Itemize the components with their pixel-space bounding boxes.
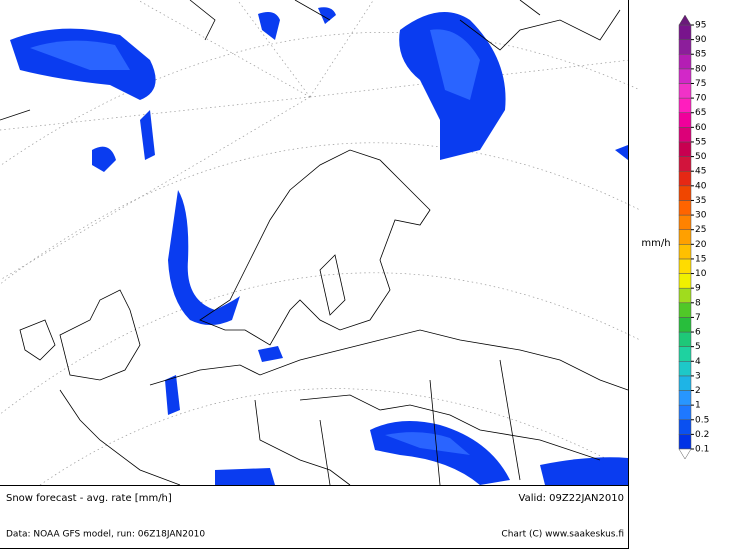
colorbar-segment xyxy=(678,214,692,230)
colorbar-segment xyxy=(678,170,692,187)
colorbar-label: 5 xyxy=(695,342,701,352)
colorbar-label: 25 xyxy=(695,225,706,235)
colorbar-label: 3 xyxy=(695,371,701,381)
colorbar-segment xyxy=(678,185,692,201)
footer-credit: Chart (C) www.saakeskus.fi xyxy=(501,530,624,540)
colorbar-segment xyxy=(678,39,692,55)
colorbar-segment xyxy=(678,434,692,450)
colorbar-segment xyxy=(678,390,692,406)
colorbar-segment xyxy=(678,68,692,84)
footer-source: Data: NOAA GFS model, run: 06Z18JAN2010 xyxy=(6,530,205,540)
colorbar-segment xyxy=(678,346,692,362)
colorbar-segment xyxy=(678,361,692,377)
colorbar-segment xyxy=(678,302,692,318)
colorbar-label: 0.1 xyxy=(695,445,709,455)
colorbar-label: 90 xyxy=(695,35,707,45)
colorbar-label: 0.2 xyxy=(695,430,709,440)
colorbar-over xyxy=(678,14,692,26)
colorbar-label: 8 xyxy=(695,298,701,308)
colorbar-label: 45 xyxy=(695,167,706,177)
coastlines xyxy=(0,0,629,486)
colorbar-label: 95 xyxy=(695,21,706,31)
colorbar-label: 10 xyxy=(695,269,707,279)
colorbar-segment xyxy=(678,200,692,216)
colorbar-segment xyxy=(678,419,692,435)
colorbar-segment xyxy=(678,404,692,421)
colorbar-label: 75 xyxy=(695,79,706,89)
colorbar-segment xyxy=(678,229,692,245)
colorbar-segment xyxy=(678,53,692,70)
colorbar-under xyxy=(678,448,692,460)
colorbar-label: 6 xyxy=(695,328,701,338)
colorbar-label: 9 xyxy=(695,284,701,294)
colorbar-label: 7 xyxy=(695,313,701,323)
colorbar-segment xyxy=(678,287,692,304)
graticule xyxy=(0,0,641,486)
colorbar-segment xyxy=(678,127,692,143)
colorbar-segment xyxy=(678,24,692,40)
colorbar-segment xyxy=(678,244,692,260)
colorbar-label: 15 xyxy=(695,254,706,264)
colorbar-segment xyxy=(678,141,692,157)
colorbar-label: 35 xyxy=(695,196,706,206)
colorbar-segment xyxy=(678,273,692,289)
map-area xyxy=(0,0,641,486)
colorbar-segment xyxy=(678,317,692,333)
colorbar-segment xyxy=(678,258,692,274)
colorbar-label: 60 xyxy=(695,123,707,133)
colorbar-segment xyxy=(678,83,692,99)
colorbar-label: 65 xyxy=(695,108,706,118)
footer-title: Snow forecast - avg. rate [mm/h] xyxy=(6,493,172,504)
colorbar-segment xyxy=(678,375,692,391)
colorbar-label: 55 xyxy=(695,137,706,147)
colorbar-label: 4 xyxy=(695,357,701,367)
colorbar: 0.10.20.51234567891015202530354045505560… xyxy=(678,14,709,460)
colorbar-label: 70 xyxy=(695,94,707,104)
colorbar-label: 2 xyxy=(695,386,701,396)
colorbar-label: 1 xyxy=(695,401,701,411)
colorbar-segment xyxy=(678,331,692,347)
colorbar-label: 0.5 xyxy=(695,415,709,425)
colorbar-segment xyxy=(678,112,692,128)
colorbar-label: 30 xyxy=(695,211,707,221)
colorbar-label: 50 xyxy=(695,152,707,162)
colorbar-label: 85 xyxy=(695,50,706,60)
footer-valid: Valid: 09Z22JAN2010 xyxy=(519,493,625,504)
snow-areas xyxy=(10,7,628,485)
colorbar-segment xyxy=(678,97,692,113)
colorbar-label: 40 xyxy=(695,181,707,191)
colorbar-label: 20 xyxy=(695,240,707,250)
colorbar-label: 80 xyxy=(695,64,707,74)
legend-unit: mm/h xyxy=(641,238,670,249)
colorbar-segment xyxy=(678,156,692,172)
